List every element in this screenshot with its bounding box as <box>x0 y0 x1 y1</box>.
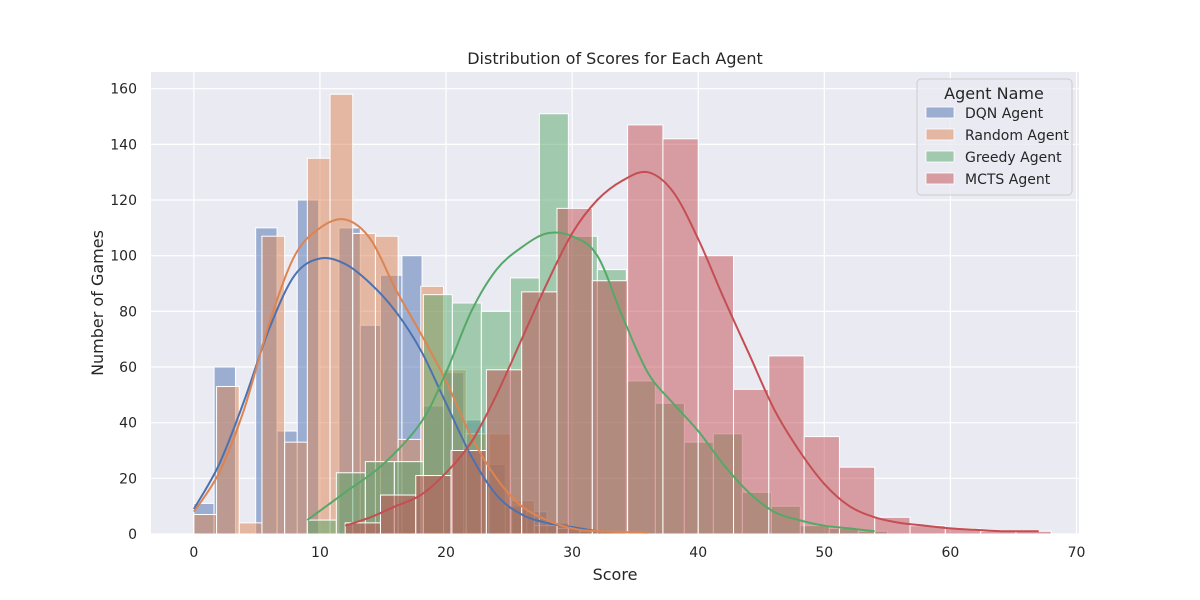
histogram-bars <box>193 93 1052 535</box>
x-tick-label: 10 <box>311 545 329 561</box>
histogram-bar <box>591 280 629 535</box>
y-tick-label: 60 <box>119 360 137 376</box>
legend: Agent Name DQN Agent Random Agent Greedy A… <box>916 78 1073 196</box>
kde-curves <box>193 170 1039 534</box>
y-tick-label: 100 <box>110 249 137 265</box>
kde-line-2 <box>306 231 875 533</box>
histogram-bar <box>556 207 593 535</box>
x-tick-label: 60 <box>941 545 959 561</box>
histogram-bar <box>733 388 770 535</box>
x-tick-label: 20 <box>437 545 455 561</box>
y-axis-label: Number of Games <box>88 230 107 376</box>
legend-items: DQN Agent Random Agent Greedy Agent MCTS Ag… <box>925 106 1069 188</box>
histogram-bar <box>627 124 664 535</box>
legend-swatch <box>925 106 955 119</box>
y-tick-label: 20 <box>119 471 137 487</box>
y-tick-label: 120 <box>110 193 137 209</box>
histogram-bar <box>216 385 240 535</box>
legend-swatch <box>925 128 955 141</box>
y-tick-label: 80 <box>119 304 137 320</box>
x-tick-label: 30 <box>563 545 581 561</box>
x-tick-label: 40 <box>689 545 707 561</box>
legend-swatch <box>925 172 955 185</box>
histogram-bar <box>803 436 840 535</box>
kde-line-3 <box>344 170 1039 533</box>
histogram-bar <box>306 157 331 535</box>
histogram-bar <box>768 355 805 535</box>
histogram-bar <box>306 519 337 535</box>
histogram-bar <box>838 466 876 535</box>
series-bars-3 <box>344 124 1052 535</box>
kde-line-1 <box>193 218 648 534</box>
tick-labels: 0 10 20 30 40 50 60 70 0 20 40 60 80 100 120 140 160 <box>110 82 1085 561</box>
legend-label: Greedy Agent <box>965 150 1062 166</box>
histogram-bar <box>662 138 699 535</box>
histogram-bar <box>450 450 487 535</box>
legend-swatch <box>925 150 955 163</box>
histogram-bar <box>193 514 218 535</box>
histogram-bar <box>329 93 354 535</box>
histogram-bar <box>238 522 263 535</box>
legend-box <box>916 78 1073 196</box>
chart-title: Distribution of Scores for Each Agent <box>467 49 763 68</box>
y-tick-label: 40 <box>119 416 137 432</box>
y-tick-label: 0 <box>128 527 137 543</box>
x-tick-label: 0 <box>189 545 198 561</box>
legend-label: DQN Agent <box>965 106 1044 122</box>
histogram-bar <box>284 441 308 535</box>
histogram-bar <box>697 255 735 535</box>
legend-label: MCTS Agent <box>965 172 1051 188</box>
histogram-bar <box>485 369 523 535</box>
y-tick-label: 160 <box>110 82 137 98</box>
legend-title: Agent Name <box>944 84 1044 103</box>
histogram-bar <box>261 235 286 535</box>
x-tick-label: 70 <box>1068 545 1086 561</box>
x-axis-label: Score <box>593 565 638 584</box>
legend-label: Random Agent <box>965 128 1069 144</box>
x-tick-label: 50 <box>815 545 833 561</box>
y-tick-label: 140 <box>110 137 137 153</box>
histogram-bar <box>521 291 558 535</box>
